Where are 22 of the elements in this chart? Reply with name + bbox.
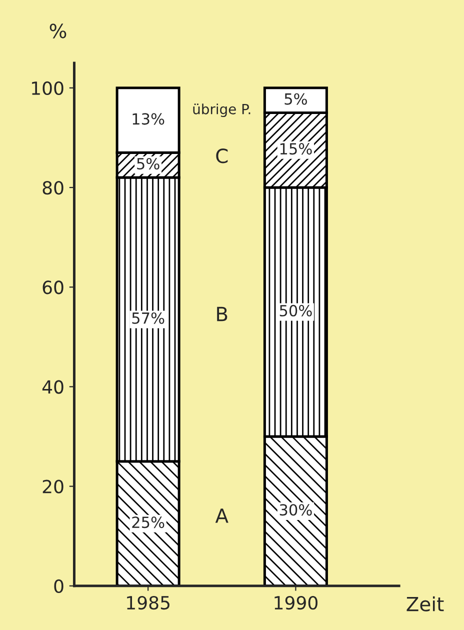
- series-label: C: [216, 148, 228, 164]
- data-label: 25%: [132, 516, 164, 528]
- data-label: 5%: [137, 158, 160, 170]
- x-tick-label: 1985: [127, 596, 170, 610]
- y-tick-label: 40: [42, 380, 64, 394]
- data-label: 15%: [280, 143, 312, 155]
- series-label: übrige P.: [193, 104, 250, 118]
- x-axis-title: Zeit: [406, 596, 444, 612]
- y-tick-label: 100: [32, 81, 64, 96]
- y-tick-label: 60: [42, 280, 64, 294]
- series-label: B: [217, 306, 228, 322]
- data-label: 57%: [132, 312, 164, 324]
- series-label: A: [215, 508, 228, 523]
- data-label: 50%: [280, 304, 312, 316]
- y-tick-label: 0: [54, 579, 64, 594]
- data-label: 30%: [280, 504, 312, 516]
- x-tick-label: 1990: [274, 596, 318, 610]
- y-tick-label: 20: [42, 480, 64, 494]
- y-axis-title: %: [50, 24, 66, 38]
- data-label: 5%: [284, 93, 307, 105]
- y-tick-label: 80: [42, 180, 64, 195]
- data-label: 13%: [132, 113, 164, 125]
